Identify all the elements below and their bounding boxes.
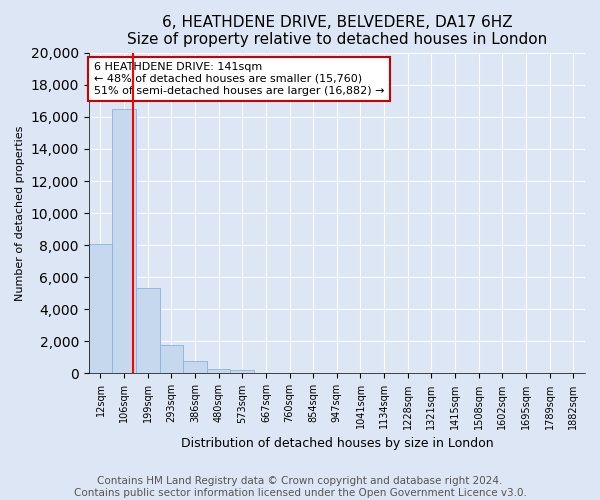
Bar [136, 288, 160, 374]
Bar [160, 346, 183, 374]
Bar [112, 109, 136, 374]
Text: Contains HM Land Registry data © Crown copyright and database right 2024.
Contai: Contains HM Land Registry data © Crown c… [74, 476, 526, 498]
X-axis label: Distribution of detached houses by size in London: Distribution of detached houses by size … [181, 437, 493, 450]
Bar [230, 370, 254, 374]
Bar [207, 370, 230, 374]
Bar [89, 244, 112, 374]
Bar [183, 362, 207, 374]
Y-axis label: Number of detached properties: Number of detached properties [15, 126, 25, 301]
Title: 6, HEATHDENE DRIVE, BELVEDERE, DA17 6HZ
Size of property relative to detached ho: 6, HEATHDENE DRIVE, BELVEDERE, DA17 6HZ … [127, 15, 547, 48]
Text: 6 HEATHDENE DRIVE: 141sqm
← 48% of detached houses are smaller (15,760)
51% of s: 6 HEATHDENE DRIVE: 141sqm ← 48% of detac… [94, 62, 384, 96]
